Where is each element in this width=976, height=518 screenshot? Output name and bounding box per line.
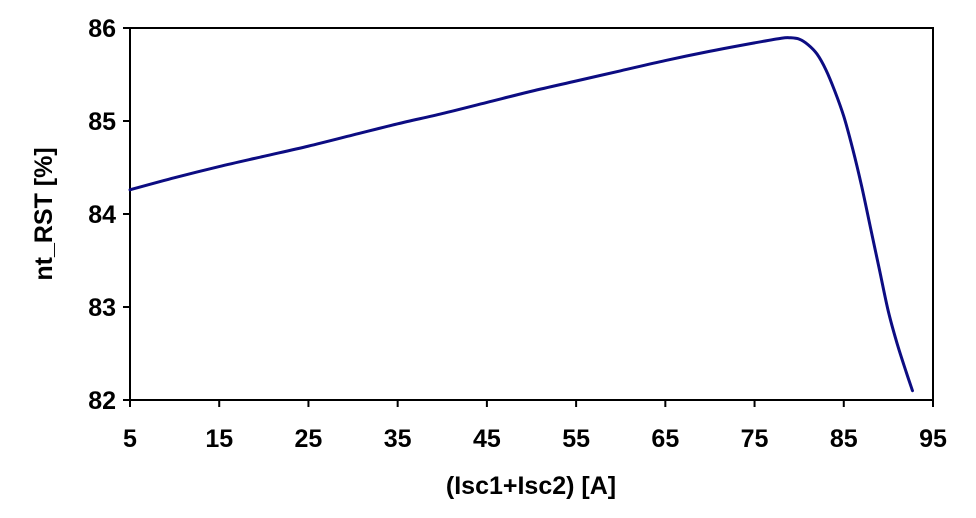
- plot-frame: [129, 27, 934, 401]
- y-axis-title: nt_RST [%]: [30, 147, 58, 280]
- series-layer: [128, 36, 914, 393]
- x-tick-label: 5: [123, 425, 137, 453]
- x-tick-label: 65: [651, 425, 679, 453]
- x-tick-label: 75: [741, 425, 769, 453]
- y-tick-label: 84: [88, 201, 116, 229]
- x-tick-label: 55: [562, 425, 590, 453]
- x-tick-label: 35: [384, 425, 412, 453]
- y-tick-label: 86: [88, 15, 116, 43]
- x-tick-label: 95: [919, 425, 947, 453]
- y-tick-label: 82: [88, 387, 116, 415]
- x-tick-label: 15: [205, 425, 233, 453]
- series-line: [128, 36, 914, 393]
- x-axis-ticks: 5 15 25 35 45 55 65 75 85 95: [123, 400, 947, 453]
- y-tick-label: 83: [88, 294, 116, 322]
- y-axis-ticks: 82 83 84 85 86: [88, 15, 130, 415]
- x-tick-label: 85: [830, 425, 858, 453]
- x-axis-title: (Isc1+Isc2) [A]: [446, 472, 616, 500]
- x-tick-label: 45: [473, 425, 501, 453]
- y-tick-label: 85: [88, 108, 116, 136]
- x-tick-label: 25: [295, 425, 323, 453]
